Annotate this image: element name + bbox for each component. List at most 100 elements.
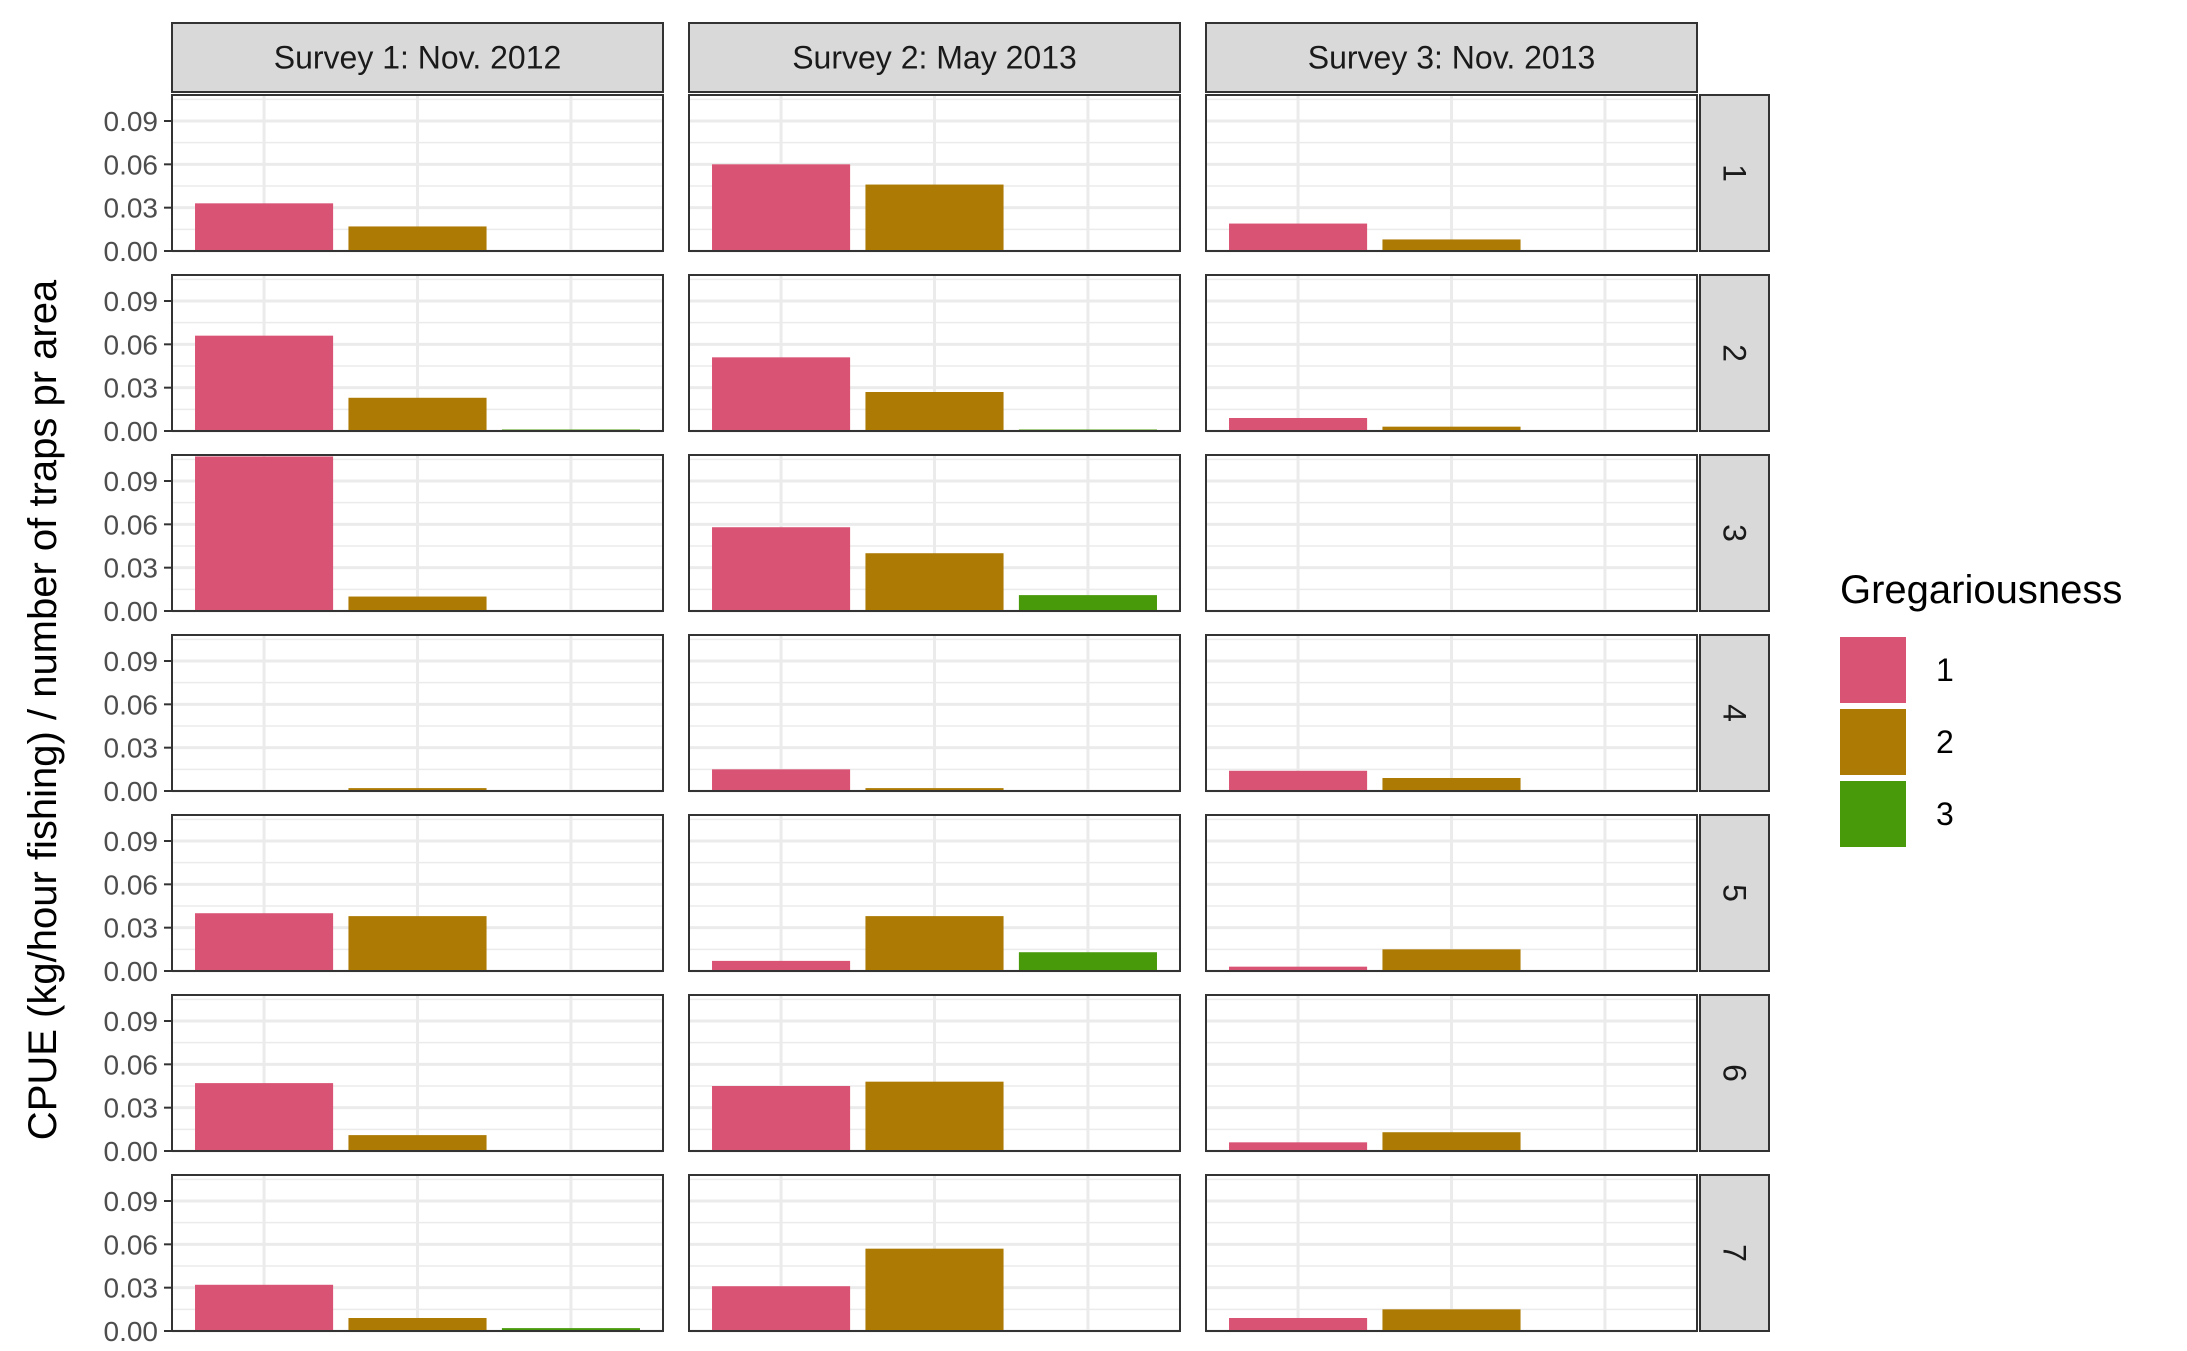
bar-survey2-row5-g2 [865,916,1004,971]
row-strip-label: 6 [1717,1064,1753,1082]
bar-survey2-row4-g1 [712,769,851,791]
bar-survey2-row7-g1 [712,1286,851,1331]
column-strip-label: Survey 3: Nov. 2013 [1308,40,1596,76]
panel-border [688,94,1181,252]
y-tick-label: 0.09 [104,106,159,137]
y-tick-label: 0.00 [104,776,159,807]
bar-survey1-row4-g2 [348,788,487,791]
panel-border [171,814,664,972]
row-strip-4: 4 [1699,634,1770,792]
facet-panel-r1-c1: 0.00 0.03 0.06 0.09 [104,94,664,267]
facet-panel-r6-c1: 0.00 0.03 0.06 0.09 [104,994,664,1167]
strip-background [688,22,1181,93]
legend-item-1: 1 [1840,637,1954,703]
panel-border [688,274,1181,432]
bar-survey1-row6-g2 [348,1135,487,1151]
facet-panel-r4-c2 [688,634,1181,793]
strip-background [1699,94,1770,252]
legend-swatch [1840,709,1906,775]
bar-survey1-row5-g2 [348,916,487,971]
y-tick-label: 0.00 [104,236,159,267]
bar-survey2-row3-g1 [712,527,851,611]
y-tick-label: 0.00 [104,1136,159,1167]
bar-survey1-row3-g1 [195,456,334,611]
y-tick-label: 0.03 [104,913,159,944]
y-tick-label: 0.00 [104,956,159,987]
bar-survey1-row1-g2 [348,226,487,251]
bar-survey3-row5-g2 [1382,949,1521,971]
panel-border [1205,454,1698,612]
y-tick-label: 0.00 [104,596,159,627]
y-tick-label: 0.03 [104,193,159,224]
facet-panel-r5-c2 [688,814,1181,973]
panel-border [171,274,664,432]
legend-swatch [1840,637,1906,703]
column-strips: Survey 1: Nov. 2012 Survey 2: May 2013 Sur… [171,22,1698,93]
bar-survey1-row7-g1 [195,1284,334,1331]
panel-border [1205,814,1698,972]
bar-survey1-row5-g1 [195,913,334,971]
facet-panel-r4-c1: 0.00 0.03 0.06 0.09 [104,634,664,807]
bar-survey1-row6-g1 [195,1083,334,1151]
facet-panel-r2-c2 [688,274,1181,433]
y-tick-label: 0.09 [104,1006,159,1037]
bar-survey3-row4-g1 [1229,770,1368,791]
y-tick-label: 0.06 [104,1049,159,1080]
y-tick-label: 0.03 [104,1093,159,1124]
strip-background [1699,1174,1770,1332]
column-strip-3: Survey 3: Nov. 2013 [1205,22,1698,93]
strip-background [1205,22,1698,93]
row-strip-6: 6 [1699,994,1770,1152]
row-strip-1: 1 [1699,94,1770,252]
bar-survey3-row7-g2 [1382,1309,1521,1331]
y-tick-label: 0.09 [104,466,159,497]
bar-survey3-row2-g2 [1382,426,1521,431]
facet-panel-r3-c3 [1205,454,1698,613]
bar-survey2-row5-g1 [712,960,851,971]
y-tick-label: 0.03 [104,733,159,764]
y-tick-label: 0.03 [104,1273,159,1304]
facet-panel-r2-c1: 0.00 0.03 0.06 0.09 [104,274,664,447]
panel-border [1205,634,1698,792]
facet-panel-r7-c3 [1205,1174,1698,1333]
panel-border [688,814,1181,972]
facet-panel-r6-c2 [688,994,1181,1153]
bar-survey2-row6-g2 [865,1081,1004,1151]
facet-panels: 0.00 0.03 0.06 0.09 0.00 0.03 0.06 0.09 0.00 0.03… [104,94,1698,1347]
y-tick-label: 0.06 [104,149,159,180]
panel-border [688,454,1181,612]
y-axis-title: CPUE (kg/hour fishing) / number of traps… [21,279,65,1140]
strip-background [1699,814,1770,972]
bar-survey3-row6-g1 [1229,1142,1368,1151]
facet-panel-r5-c1: 0.00 0.03 0.06 0.09 [104,814,664,987]
facet-panel-r3-c2 [688,454,1181,613]
legend: Gregariousness 1 2 3 [1840,568,2122,847]
legend-swatch [1840,781,1906,847]
column-strip-label: Survey 1: Nov. 2012 [274,40,562,76]
facet-panel-r7-c1: 0.00 0.03 0.06 0.09 [104,1174,664,1347]
panel-border [171,1174,664,1332]
bar-survey3-row1-g1 [1229,223,1368,251]
bar-survey2-row3-g3 [1018,595,1157,611]
facet-panel-r3-c1: 0.00 0.03 0.06 0.09 [104,454,664,627]
bar-survey1-row2-g1 [195,335,334,431]
panel-border [688,634,1181,792]
row-strip-label: 2 [1717,344,1753,362]
bar-survey2-row2-g1 [712,357,851,431]
y-tick-label: 0.09 [104,646,159,677]
panel-border [171,994,664,1152]
strip-background [1699,454,1770,612]
y-tick-label: 0.06 [104,1229,159,1260]
panel-border [171,454,664,612]
panel-border [1205,994,1698,1152]
panel-border [688,1174,1181,1332]
panel-border [1205,274,1698,432]
bar-survey1-row7-g3 [501,1328,640,1331]
legend-label: 3 [1936,796,1954,832]
legend-label: 2 [1936,724,1954,760]
row-strip-7: 7 [1699,1174,1770,1332]
bar-survey2-row7-g2 [865,1248,1004,1331]
bar-survey3-row1-g2 [1382,239,1521,251]
bar-survey2-row3-g2 [865,553,1004,611]
